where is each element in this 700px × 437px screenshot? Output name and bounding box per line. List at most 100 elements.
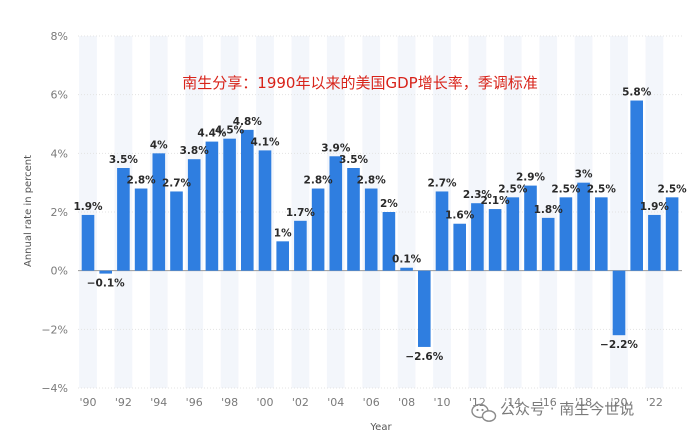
bar <box>364 188 378 271</box>
data-label: 2.5% <box>587 183 617 195</box>
y-tick-label: 6% <box>51 89 68 102</box>
bar <box>541 217 555 271</box>
x-tick-label: '98 <box>221 396 238 409</box>
bar <box>294 220 307 271</box>
bar <box>488 209 502 271</box>
bar <box>665 197 679 271</box>
bar <box>612 270 626 336</box>
data-label: 2.5% <box>498 183 528 195</box>
watermark-text: 公众号 · 南生今世说 <box>500 400 634 418</box>
data-label: 1.6% <box>445 210 475 222</box>
x-tick-label: '08 <box>398 396 415 409</box>
x-tick-label: '90 <box>79 396 96 409</box>
x-tick-label: '12 <box>469 396 486 409</box>
bar <box>152 153 166 271</box>
column-band <box>397 36 416 388</box>
data-labels: 1.9% −0.1% 3.5% 2.8% 4% 2.7% 3.8% 4.4%4.5%4.8% 4… <box>73 87 687 363</box>
data-label: 4.4% <box>197 128 227 140</box>
bar <box>648 214 661 271</box>
data-label: 2.1% <box>481 195 511 207</box>
bar <box>170 191 183 271</box>
data-label: 1.9% <box>640 201 670 213</box>
wechat-icon <box>471 403 497 422</box>
y-tick-label: 8% <box>51 30 68 43</box>
bar <box>347 168 360 271</box>
data-label: 2.3% <box>463 189 493 201</box>
data-label: 1% <box>274 227 292 239</box>
data-label: −2.2% <box>600 339 638 351</box>
data-label: 3.9% <box>321 142 351 154</box>
x-tick-label: '14 <box>504 396 521 409</box>
bar <box>311 188 325 271</box>
column-band <box>539 36 558 388</box>
bar <box>435 191 449 271</box>
data-label: 2.7% <box>427 177 457 189</box>
x-axis-title: Year <box>369 422 392 433</box>
x-tick-label: '92 <box>115 396 132 409</box>
chart-title: 南生分享：1990年以来的美国GDP增长率，季调标准 <box>182 74 537 92</box>
data-label: 2.8% <box>304 175 334 187</box>
bar <box>134 188 148 271</box>
x-tick-label: '00 <box>256 396 273 409</box>
data-label: 3.5% <box>339 154 369 166</box>
y-tick-label: 0% <box>51 265 68 278</box>
x-tick-label: '16 <box>540 396 557 409</box>
data-label: −2.6% <box>405 351 443 363</box>
data-label: 2.8% <box>357 175 387 187</box>
x-tick-label: '94 <box>150 396 167 409</box>
y-tick-label: −4% <box>41 382 68 395</box>
data-label: 5.8% <box>622 87 652 99</box>
bar <box>81 214 95 271</box>
bars <box>81 100 679 347</box>
bar <box>329 156 343 271</box>
x-tick-label: '20 <box>610 396 627 409</box>
y-tick-label: 2% <box>51 206 68 219</box>
data-label: 4.8% <box>233 116 263 128</box>
x-axis-ticks: '90 '92 '94 '96 '98 '00 '02 '04 '06 '08 '10 '12 '14 '… <box>79 396 662 409</box>
data-label: 2.9% <box>516 172 546 184</box>
y-axis-ticks: 8% 6% 4% 2% 0% −2% −4% <box>41 30 68 395</box>
x-tick-label: '22 <box>646 396 663 409</box>
bar <box>205 141 219 271</box>
bar <box>506 197 520 271</box>
bar <box>241 129 254 271</box>
x-tick-label: '10 <box>433 396 450 409</box>
data-label: 2.8% <box>127 175 157 187</box>
data-label: 0.1% <box>392 254 422 266</box>
y-axis-title: Annual rate in percent <box>23 155 34 267</box>
data-label: 3.8% <box>180 145 210 157</box>
data-label: 4.1% <box>250 136 280 148</box>
y-tick-label: 4% <box>51 147 68 160</box>
data-label: 2% <box>380 198 398 210</box>
bar <box>471 203 484 271</box>
bar <box>99 270 112 274</box>
data-label: 1.8% <box>534 204 564 216</box>
data-label: 4% <box>150 139 168 151</box>
bar <box>382 212 396 271</box>
bar <box>117 168 130 271</box>
data-label: 1.7% <box>286 207 316 219</box>
bar <box>223 138 236 271</box>
bar <box>400 267 413 271</box>
bar <box>453 223 466 271</box>
bar <box>418 270 431 347</box>
data-label: 2.5% <box>551 183 581 195</box>
data-label: 3.5% <box>109 154 139 166</box>
x-tick-label: '18 <box>575 396 592 409</box>
data-label: 1.9% <box>73 201 103 213</box>
bar <box>187 159 201 271</box>
bar <box>524 185 537 271</box>
x-tick-label: '02 <box>292 396 309 409</box>
bar <box>630 100 643 271</box>
data-label: 4.5% <box>215 125 245 137</box>
x-tick-label: '96 <box>186 396 203 409</box>
bar <box>559 197 573 271</box>
y-tick-label: −2% <box>41 323 68 336</box>
bar <box>577 182 590 271</box>
bar <box>258 150 272 271</box>
data-label: −0.1% <box>87 278 125 290</box>
data-label: 3% <box>575 169 593 181</box>
data-label: 2.7% <box>162 177 192 189</box>
bar <box>595 197 608 271</box>
